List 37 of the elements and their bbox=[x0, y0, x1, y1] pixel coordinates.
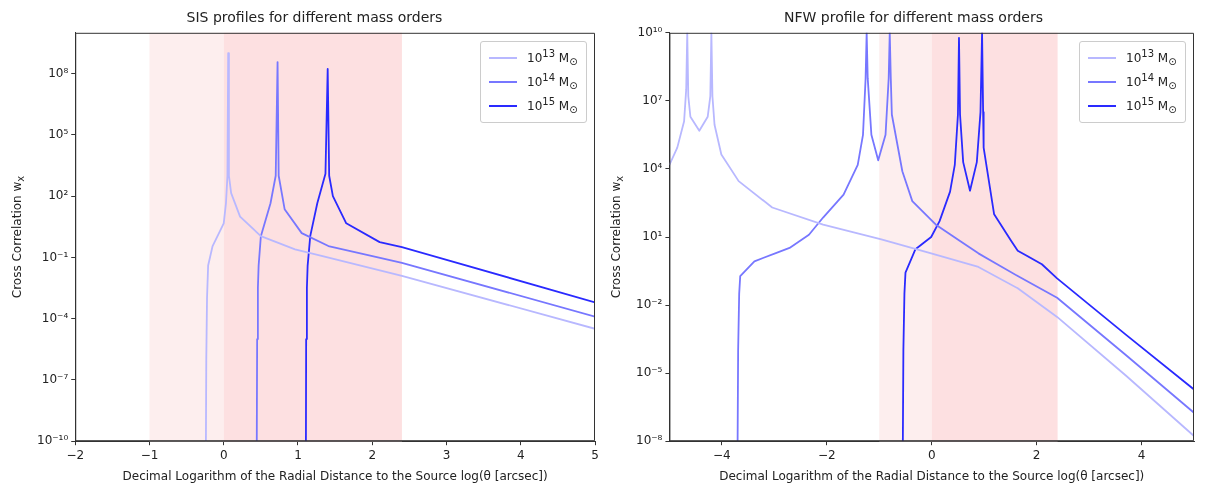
x-tick-label: 3 bbox=[442, 447, 451, 462]
y-tick-label: 10⁻² bbox=[635, 297, 663, 312]
x-tick-label: −2 bbox=[817, 447, 836, 462]
legend-label: 10$^{13}$ M$_{⊙}$ bbox=[527, 48, 578, 68]
x-tick-label: −1 bbox=[140, 447, 159, 462]
legend-label: 10$^{15}$ M$_{⊙}$ bbox=[527, 96, 578, 116]
y-tick-label: 10⁻⁸ bbox=[635, 433, 663, 448]
y-tick-label: 10⁻⁵ bbox=[635, 365, 663, 380]
chart-title: SIS profiles for different mass orders bbox=[186, 9, 443, 26]
y-tick-label: 10¹⁰ bbox=[637, 24, 663, 39]
y-tick-label: 10⁷ bbox=[642, 92, 663, 107]
x-tick-label: 0 bbox=[927, 447, 936, 462]
x-tick-label: 1 bbox=[294, 447, 302, 462]
y-tick-label: 10² bbox=[48, 188, 69, 203]
y-tick-label: 10⁻⁴ bbox=[41, 310, 69, 325]
y-tick-label: 10⁻¹ bbox=[41, 249, 69, 264]
x-axis-title: Decimal Logarithm of the Radial Distance to the Source log(θ [arcsec]) bbox=[122, 468, 548, 483]
x-tick-label: 4 bbox=[1137, 447, 1146, 462]
legend-label: 10$^{13}$ M$_{⊙}$ bbox=[1126, 48, 1177, 68]
x-tick-label: −2 bbox=[66, 447, 85, 462]
chart-title: NFW profile for different mass orders bbox=[784, 9, 1043, 26]
x-axis-title: Decimal Logarithm of the Radial Distance to the Source log(θ [arcsec]) bbox=[719, 468, 1145, 483]
y-tick-label: 10⁴ bbox=[642, 161, 663, 176]
y-tick-label: 10⁻¹⁰ bbox=[36, 433, 69, 448]
y-tick-label: 10⁻⁷ bbox=[41, 372, 69, 387]
x-tick-label: 2 bbox=[368, 447, 377, 462]
legend-label: 10$^{14}$ M$_{⊙}$ bbox=[527, 72, 578, 92]
x-tick-label: −4 bbox=[713, 447, 731, 462]
y-tick-label: 10⁵ bbox=[48, 127, 69, 142]
legend-label: 10$^{14}$ M$_{⊙}$ bbox=[1126, 72, 1177, 92]
x-tick-label: 4 bbox=[516, 447, 525, 462]
x-tick-label: 0 bbox=[219, 447, 228, 462]
legend-label: 10$^{15}$ M$_{⊙}$ bbox=[1126, 96, 1177, 116]
x-tick-label: 2 bbox=[1032, 447, 1041, 462]
x-tick-label: 5 bbox=[591, 447, 599, 462]
y-tick-label: 10⁸ bbox=[48, 65, 69, 80]
y-tick-label: 10¹ bbox=[642, 229, 663, 244]
